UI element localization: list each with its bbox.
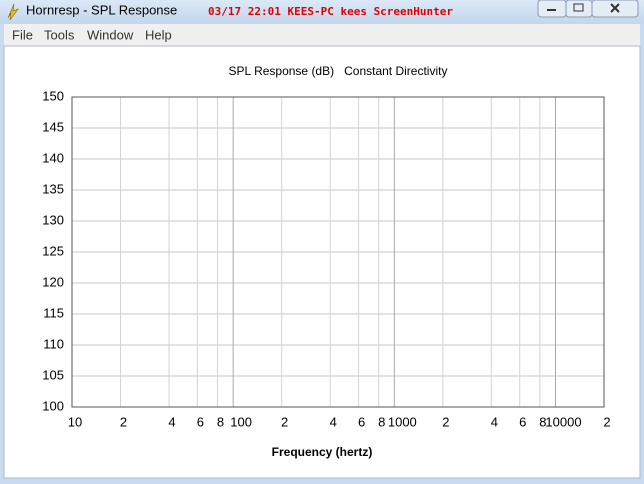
x-tick-label: 2: [120, 414, 127, 429]
x-tick-label: 8: [539, 414, 546, 429]
menu-bar: [4, 24, 640, 46]
x-tick-label: 4: [491, 414, 498, 429]
chart-title: SPL Response (dB) Constant Directivity: [229, 64, 448, 78]
x-tick-label: 2: [281, 414, 288, 429]
x-tick-label: 6: [358, 414, 365, 429]
x-tick-label: 10000: [545, 414, 581, 429]
x-tick-label: 8: [378, 414, 385, 429]
y-tick-label: 125: [42, 243, 64, 258]
app-icon: [7, 3, 19, 21]
maximize-button[interactable]: [565, 0, 593, 18]
x-tick-label: 100: [230, 414, 252, 429]
window-title: Hornresp - SPL Response: [26, 2, 177, 17]
x-tick-label: 1000: [388, 414, 417, 429]
x-axis-label: Frequency (hertz): [272, 445, 373, 459]
x-tick-label: 4: [330, 414, 337, 429]
menu-item[interactable]: Tools: [44, 27, 75, 42]
x-tick-label: 8: [217, 414, 224, 429]
y-tick-label: 135: [42, 181, 64, 196]
overlay-text: 03/17 22:01 KEES-PC kees ScreenHunter: [208, 5, 453, 18]
y-tick-label: 140: [42, 150, 64, 165]
x-tick-label: 2: [442, 414, 449, 429]
minimize-button[interactable]: [537, 0, 567, 18]
x-tick-label: 10: [68, 414, 82, 429]
maximize-glyph: [573, 3, 584, 12]
x-tick-label: 2: [603, 414, 610, 429]
y-tick-label: 100: [42, 398, 64, 413]
menu-item[interactable]: Help: [145, 27, 172, 42]
y-tick-label: 150: [42, 88, 64, 103]
title-bar: [0, 0, 644, 24]
y-tick-label: 110: [43, 336, 64, 351]
x-tick-label: 6: [197, 414, 204, 429]
menu-item[interactable]: File: [12, 27, 33, 42]
plot-frame: [71, 96, 605, 408]
client-area: [3, 45, 641, 479]
x-tick-label: 6: [519, 414, 526, 429]
y-tick-label: 105: [42, 367, 64, 382]
menu-item[interactable]: Window: [87, 27, 134, 42]
x-tick-label: 4: [168, 414, 175, 429]
close-glyph: [610, 3, 620, 13]
y-tick-label: 115: [43, 305, 64, 320]
y-tick-label: 130: [42, 212, 64, 227]
y-tick-label: 120: [42, 274, 64, 289]
y-tick-label: 145: [42, 119, 64, 134]
